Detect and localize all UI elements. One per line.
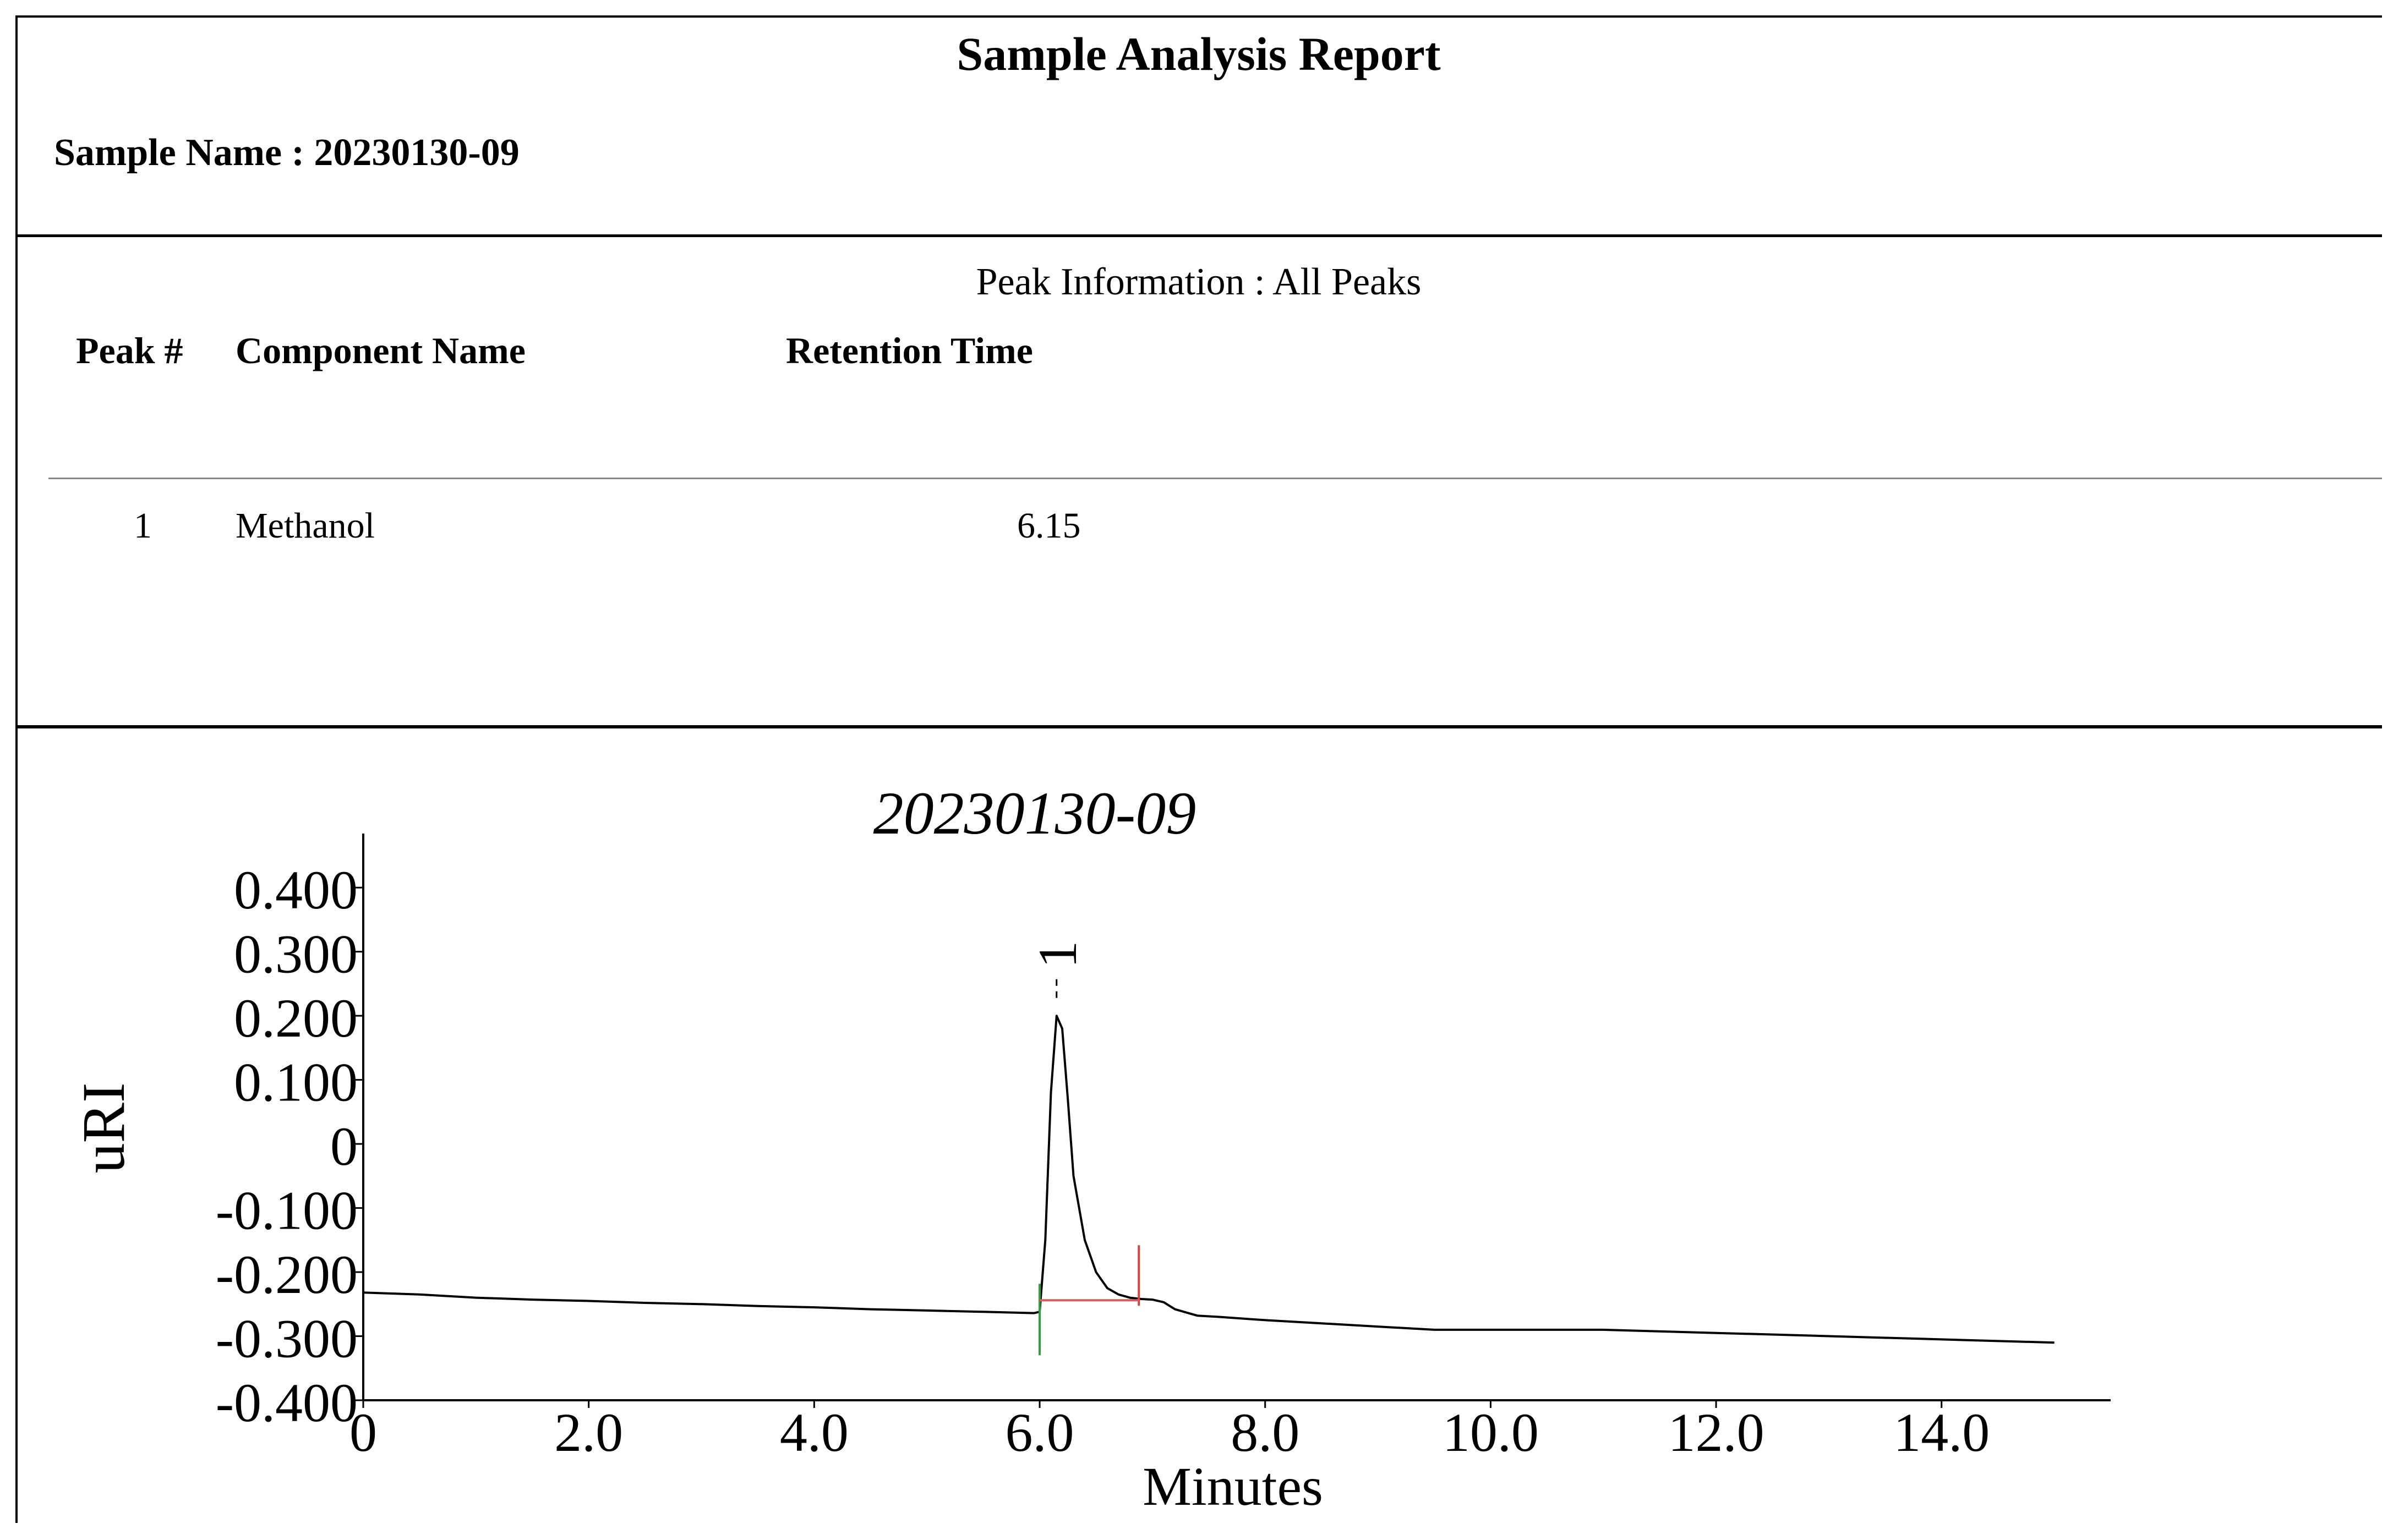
y-tick-label: -0.300	[216, 1308, 358, 1369]
report-frame: Sample Analysis Report Sample Name : 202…	[15, 15, 2382, 1523]
header-divider	[15, 234, 2382, 237]
cell-component-name: Methanol	[236, 506, 375, 546]
x-tick-label: 8.0	[1231, 1402, 1299, 1463]
peak-label: 1	[1027, 941, 1088, 968]
peak-info-title: Peak Information : All Peaks	[976, 261, 1422, 303]
x-tick-label: 6.0	[1006, 1402, 1074, 1463]
series-line-trace	[363, 1015, 2055, 1344]
left-border	[15, 15, 18, 1523]
report-title: Sample Analysis Report	[957, 28, 1441, 80]
x-tick-label: 14.0	[1893, 1402, 1990, 1463]
x-axis-label: Minutes	[1143, 1456, 1323, 1517]
y-tick-label: -0.200	[216, 1244, 358, 1305]
x-tick-label: 2.0	[554, 1402, 623, 1463]
y-tick-label: 0.300	[234, 924, 358, 985]
col-retention-time: Retention Time	[786, 330, 1033, 371]
table-divider	[48, 478, 2382, 479]
col-component-name: Component Name	[236, 330, 526, 371]
x-tick-label: 4.0	[780, 1402, 849, 1463]
y-tick-label: 0.100	[234, 1052, 358, 1113]
x-tick-label: 0	[349, 1402, 377, 1463]
y-tick-label: 0	[330, 1116, 358, 1177]
cell-retention-time: 6.15	[1017, 506, 1081, 546]
y-axis-label: uRI	[70, 1083, 137, 1174]
y-tick-label: 0.400	[234, 859, 358, 920]
x-tick-label: 12.0	[1668, 1402, 1764, 1463]
sample-name: Sample Name : 20230130-09	[54, 131, 520, 174]
cell-peak-number: 1	[134, 506, 152, 546]
chromatogram-chart: 20230130-090.4000.3000.2000.1000-0.100-0…	[70, 780, 2111, 1517]
y-tick-label: 0.200	[234, 988, 358, 1049]
y-tick-label: -0.400	[216, 1372, 358, 1433]
top-border	[15, 15, 2382, 18]
chart-divider	[15, 725, 2382, 728]
chart-title: 20230130-09	[873, 780, 1196, 847]
col-peak-number: Peak #	[76, 330, 183, 371]
x-tick-label: 10.0	[1443, 1402, 1539, 1463]
y-tick-label: -0.100	[216, 1180, 358, 1241]
